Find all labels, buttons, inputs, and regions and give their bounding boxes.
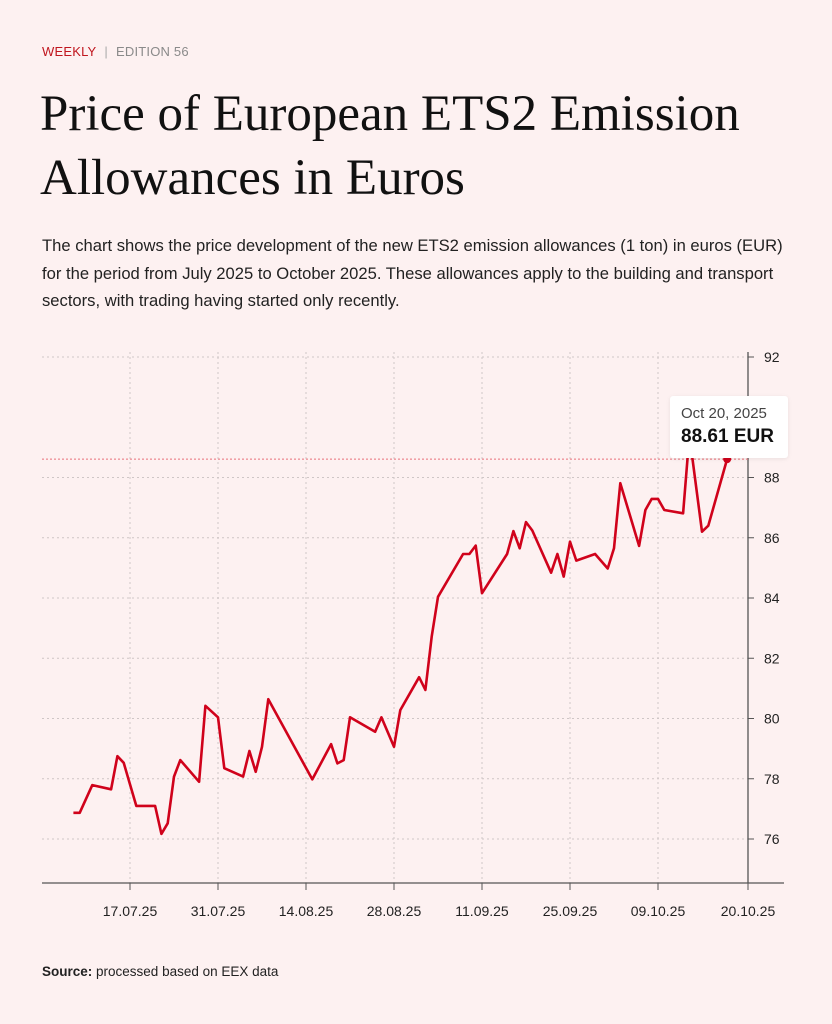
kicker: WEEKLY | EDITION 56 bbox=[42, 44, 189, 59]
kicker-separator: | bbox=[104, 44, 108, 59]
x-tick-label: 25.09.25 bbox=[543, 903, 598, 919]
x-tick-label: 09.10.25 bbox=[631, 903, 686, 919]
y-tick-label: 86 bbox=[764, 530, 780, 546]
x-tick-label: 28.08.25 bbox=[367, 903, 422, 919]
x-tick-label: 20.10.25 bbox=[721, 903, 776, 919]
y-tick-label: 80 bbox=[764, 711, 780, 727]
chart-tooltip: Oct 20, 2025 88.61 EUR bbox=[670, 396, 788, 458]
y-tick-label: 88 bbox=[764, 470, 780, 486]
tooltip-date: Oct 20, 2025 bbox=[681, 405, 767, 422]
kicker-edition: EDITION 56 bbox=[116, 44, 189, 59]
price-line bbox=[73, 433, 729, 836]
source-text: processed based on EEX data bbox=[96, 964, 279, 979]
y-tick-label: 82 bbox=[764, 650, 780, 666]
source-note: Source: processed based on EEX data bbox=[42, 964, 278, 979]
chart-description: The chart shows the price development of… bbox=[42, 236, 783, 310]
kicker-weekly: WEEKLY bbox=[42, 44, 97, 59]
y-tick-label: 92 bbox=[764, 349, 780, 365]
tooltip-value: 88.61 EUR bbox=[681, 426, 774, 447]
page-title: Price of European ETS2 Emission Allowanc… bbox=[40, 86, 740, 206]
x-tick-label: 17.07.25 bbox=[103, 903, 158, 919]
y-tick-label: 84 bbox=[764, 590, 780, 606]
y-tick-label: 78 bbox=[764, 771, 780, 787]
x-tick-label: 11.09.25 bbox=[455, 903, 509, 919]
x-tick-label: 14.08.25 bbox=[279, 903, 334, 919]
source-label: Source: bbox=[42, 964, 93, 979]
x-tick-label: 31.07.25 bbox=[191, 903, 246, 919]
y-tick-label: 76 bbox=[764, 831, 780, 847]
